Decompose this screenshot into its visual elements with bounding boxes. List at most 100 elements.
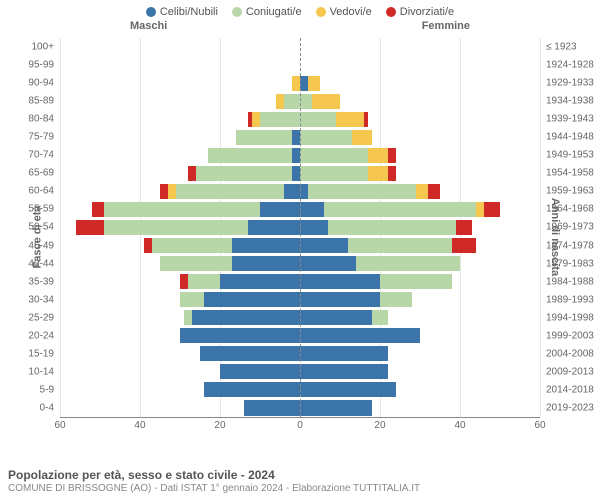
segment-married <box>372 310 388 325</box>
age-label: 60-64 <box>28 186 54 197</box>
segment-married <box>104 202 260 217</box>
segment-single <box>300 202 324 217</box>
segment-single <box>244 400 300 415</box>
bar-male <box>292 76 300 91</box>
segment-divorced <box>76 220 104 235</box>
bar-female <box>300 310 388 325</box>
age-label: 35-39 <box>28 276 54 287</box>
bar-female <box>300 220 472 235</box>
birth-label: 1944-1948 <box>546 132 594 143</box>
bar-female <box>300 400 372 415</box>
chart: Fasce di età Anni di nascita 100+≤ 19239… <box>0 38 600 436</box>
segment-widowed <box>368 166 388 181</box>
bar-male <box>160 184 300 199</box>
footer: Popolazione per età, sesso e stato civil… <box>8 468 592 494</box>
segment-married <box>380 274 452 289</box>
legend-item: Celibi/Nubili <box>146 6 218 18</box>
segment-married <box>104 220 248 235</box>
segment-single <box>300 382 396 397</box>
segment-single <box>232 238 300 253</box>
age-label: 15-19 <box>28 348 54 359</box>
age-label: 55-59 <box>28 204 54 215</box>
bar-male <box>208 148 300 163</box>
bar-female <box>300 184 440 199</box>
birth-label: 1989-1993 <box>546 294 594 305</box>
segment-divorced <box>388 166 396 181</box>
legend-item: Coniugati/e <box>232 6 302 18</box>
bar-female <box>300 364 388 379</box>
birth-label: 1954-1958 <box>546 168 594 179</box>
legend: Celibi/NubiliConiugati/eVedovi/eDivorzia… <box>0 0 600 20</box>
legend-item: Vedovi/e <box>316 6 372 18</box>
segment-single <box>200 346 300 361</box>
segment-widowed <box>292 76 300 91</box>
segment-single <box>292 130 300 145</box>
birth-label: 1959-1963 <box>546 186 594 197</box>
birth-label: 1964-1968 <box>546 204 594 215</box>
legend-label: Coniugati/e <box>246 6 302 18</box>
birth-label: 2019-2023 <box>546 402 594 413</box>
bar-female <box>300 148 396 163</box>
bar-female <box>300 166 396 181</box>
segment-married <box>260 112 300 127</box>
bar-female <box>300 328 420 343</box>
segment-married <box>180 292 204 307</box>
birth-label: 1979-1983 <box>546 258 594 269</box>
segment-widowed <box>416 184 428 199</box>
bar-male <box>92 202 300 217</box>
age-label: 5-9 <box>40 384 54 395</box>
segment-married <box>188 274 220 289</box>
age-label: 75-79 <box>28 132 54 143</box>
birth-label: 2004-2008 <box>546 348 594 359</box>
center-line <box>300 38 301 417</box>
legend-swatch <box>146 7 156 17</box>
segment-married <box>196 166 292 181</box>
segment-single <box>220 364 300 379</box>
bar-male <box>180 274 300 289</box>
segment-married <box>284 94 300 109</box>
segment-widowed <box>276 94 284 109</box>
segment-married <box>236 130 292 145</box>
segment-single <box>300 220 328 235</box>
segment-divorced <box>364 112 368 127</box>
segment-married <box>380 292 412 307</box>
segment-single <box>220 274 300 289</box>
bar-male <box>236 130 300 145</box>
age-label: 20-24 <box>28 330 54 341</box>
x-tick: 60 <box>54 420 65 431</box>
bar-female <box>300 256 460 271</box>
segment-single <box>260 202 300 217</box>
segment-single <box>180 328 300 343</box>
segment-married <box>300 94 312 109</box>
segment-married <box>308 184 416 199</box>
bar-male <box>188 166 300 181</box>
segment-single <box>300 238 348 253</box>
segment-divorced <box>188 166 196 181</box>
segment-married <box>176 184 284 199</box>
age-label: 100+ <box>31 42 54 53</box>
bar-female <box>300 94 340 109</box>
age-label: 25-29 <box>28 312 54 323</box>
segment-single <box>248 220 300 235</box>
header-male: Maschi <box>130 20 167 32</box>
segment-single <box>204 292 300 307</box>
legend-swatch <box>316 7 326 17</box>
age-label: 40-44 <box>28 258 54 269</box>
segment-widowed <box>368 148 388 163</box>
x-tick: 60 <box>534 420 545 431</box>
birth-label: 1994-1998 <box>546 312 594 323</box>
segment-single <box>292 166 300 181</box>
age-label: 70-74 <box>28 150 54 161</box>
chart-subtitle: COMUNE DI BRISSOGNE (AO) - Dati ISTAT 1°… <box>8 483 592 494</box>
segment-divorced <box>180 274 188 289</box>
bar-female <box>300 76 320 91</box>
segment-divorced <box>484 202 500 217</box>
segment-single <box>204 382 300 397</box>
segment-divorced <box>92 202 104 217</box>
segment-single <box>192 310 300 325</box>
age-label: 45-49 <box>28 240 54 251</box>
segment-married <box>184 310 192 325</box>
legend-swatch <box>386 7 396 17</box>
segment-married <box>160 256 232 271</box>
birth-label: 1939-1943 <box>546 114 594 125</box>
